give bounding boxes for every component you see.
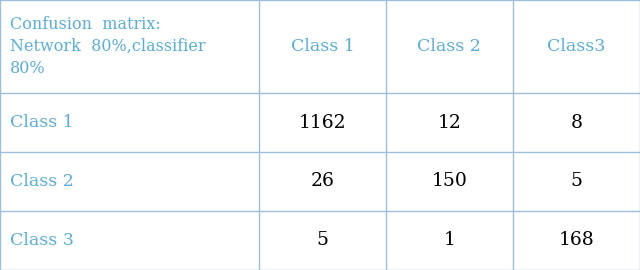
Text: Class3: Class3 <box>547 38 605 55</box>
Text: Class 2: Class 2 <box>417 38 481 55</box>
Text: 168: 168 <box>559 231 594 249</box>
Text: Confusion  matrix:
Network  80%,classifier
80%: Confusion matrix: Network 80%,classifier… <box>10 16 205 77</box>
Text: Class 2: Class 2 <box>10 173 74 190</box>
Text: 12: 12 <box>437 114 461 131</box>
Text: Class 1: Class 1 <box>10 114 74 131</box>
Text: 8: 8 <box>570 114 582 131</box>
Text: 5: 5 <box>570 173 582 190</box>
Text: 1: 1 <box>444 231 455 249</box>
Text: Class 1: Class 1 <box>291 38 355 55</box>
Text: Class 3: Class 3 <box>10 232 74 249</box>
Text: 5: 5 <box>317 231 328 249</box>
Text: 150: 150 <box>431 173 467 190</box>
Text: 1162: 1162 <box>299 114 346 131</box>
Text: 26: 26 <box>310 173 335 190</box>
